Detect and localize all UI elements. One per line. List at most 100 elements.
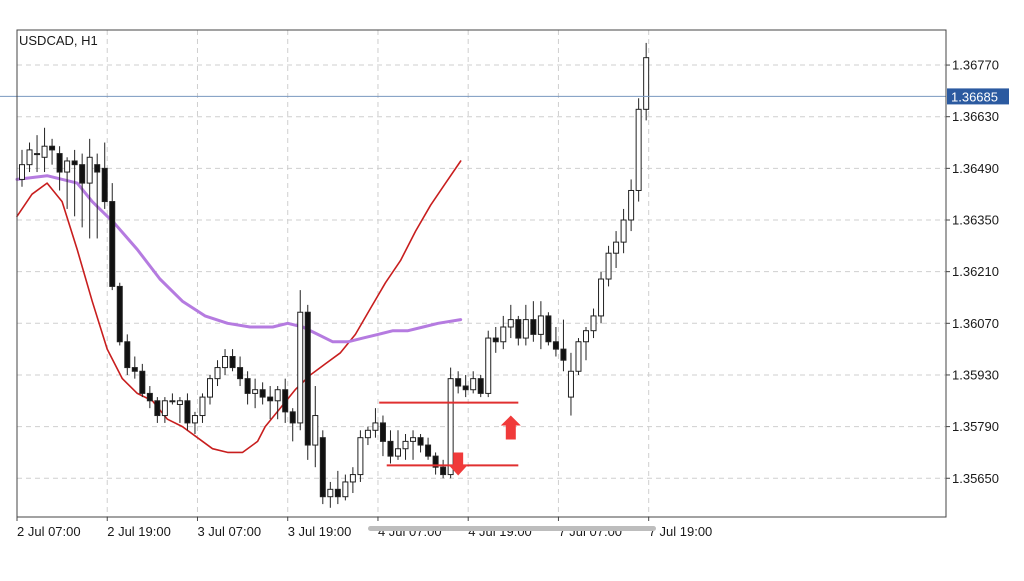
candle <box>282 378 289 423</box>
candle <box>19 149 25 187</box>
candle-body-bull <box>161 400 168 417</box>
candle <box>304 304 311 460</box>
candle <box>417 433 424 453</box>
y-axis: 1.36770 1.36630 1.36490 1.36350 1.36210 1.360… <box>946 58 1009 486</box>
candle <box>222 349 229 375</box>
x-tick-label: 2 Jul 19:00 <box>107 524 171 539</box>
candle-body-bull <box>176 400 183 405</box>
candle <box>109 183 116 291</box>
candle <box>613 231 620 268</box>
candle <box>124 334 131 375</box>
current-price-badge <box>947 88 1009 105</box>
candle <box>101 142 108 209</box>
candle <box>530 301 537 342</box>
candle <box>199 393 206 423</box>
candle <box>357 430 364 482</box>
candle-body-bull <box>274 389 281 402</box>
candle-body-bear <box>184 400 191 424</box>
candle <box>470 371 477 394</box>
candle-body-bull <box>312 415 319 446</box>
candle-body-bear <box>259 389 266 398</box>
candle <box>545 312 552 346</box>
candle <box>259 382 266 405</box>
candle <box>64 157 71 209</box>
candle <box>492 326 499 353</box>
candle-body-bull <box>372 422 379 431</box>
candle-body-bear <box>379 422 386 442</box>
candle <box>56 146 63 191</box>
candle-body-bear <box>552 341 559 350</box>
buy-arrow-icon <box>500 415 521 440</box>
candle-body-bear <box>124 341 131 369</box>
candle <box>537 301 544 350</box>
candle <box>560 319 567 372</box>
y-tick-label: 1.36350 <box>952 213 999 228</box>
candle-body-bear <box>56 153 63 173</box>
candle-body-bear <box>387 440 394 457</box>
candle <box>191 411 198 434</box>
candle <box>410 430 417 460</box>
candle <box>522 304 529 346</box>
candle <box>432 452 439 475</box>
candle <box>184 393 191 431</box>
candle <box>447 367 454 479</box>
candle <box>169 393 176 405</box>
candle-body-bull <box>64 160 71 173</box>
candle <box>372 408 379 438</box>
candle <box>605 245 612 287</box>
candle <box>455 371 462 394</box>
candle-body-bull <box>643 57 650 110</box>
candle-body-bear <box>462 385 469 391</box>
candle-body-bull <box>583 330 589 343</box>
candle <box>425 437 432 460</box>
candle <box>274 386 281 420</box>
candle-body-bull <box>598 278 605 317</box>
candles-layer <box>19 42 650 508</box>
candle <box>349 467 356 494</box>
candle <box>79 153 86 228</box>
candle-body-bull <box>575 341 582 372</box>
candle <box>312 386 319 468</box>
candle <box>237 356 244 387</box>
candle-body-bull <box>207 378 213 398</box>
candle-body-bear <box>417 437 424 446</box>
candle <box>515 315 522 346</box>
candle-body-bull <box>522 319 529 339</box>
candle-body-bull <box>349 474 356 483</box>
candle-body-bear <box>244 378 251 394</box>
candle-body-bull <box>41 145 48 158</box>
y-tick-label: 1.36490 <box>952 161 999 176</box>
candle <box>402 433 409 460</box>
scroll-bar[interactable] <box>368 526 656 531</box>
candle-body-bear <box>560 348 567 361</box>
candle-body-bull <box>395 448 401 457</box>
y-tick-label: 1.36070 <box>952 316 999 331</box>
candle <box>244 371 251 405</box>
candle-body-bull <box>214 367 221 380</box>
candle <box>327 481 334 508</box>
candle <box>628 179 635 232</box>
candle <box>214 360 221 387</box>
candle-body-bear <box>116 285 123 343</box>
x-tick-label: 3 Jul 07:00 <box>197 524 261 539</box>
x-tick-label: 2 Jul 07:00 <box>17 524 81 539</box>
candle-body-bear <box>237 367 244 380</box>
candle <box>41 127 48 173</box>
candle-body-bull <box>628 189 635 221</box>
candle-body-bear <box>229 356 236 369</box>
candle-body-bull <box>327 488 334 498</box>
y-tick-label: 1.35790 <box>952 419 999 434</box>
candle-body-bull <box>635 108 642 191</box>
grid-layer <box>16 30 946 517</box>
candle <box>267 386 274 420</box>
candle-body-bull <box>19 164 25 180</box>
candle <box>575 338 582 375</box>
candle <box>635 98 642 202</box>
candle-body-bull <box>613 241 620 254</box>
candle-body-bear <box>79 164 86 184</box>
candle-body-bear <box>49 145 56 151</box>
candle-body-bear <box>425 444 432 457</box>
candle <box>49 138 56 165</box>
candle <box>440 459 447 479</box>
